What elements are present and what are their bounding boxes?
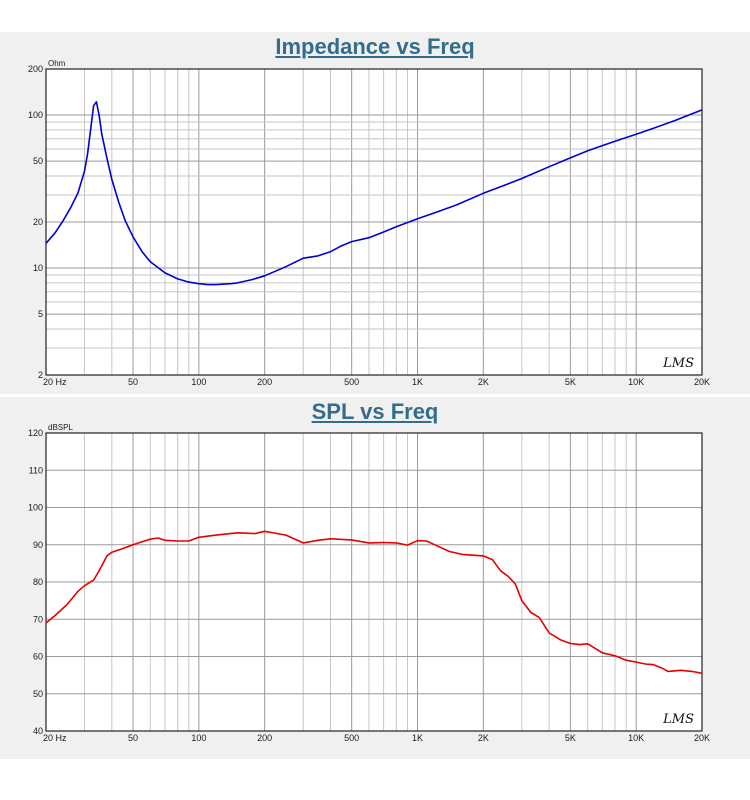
impedance-x-tick-label: 50: [128, 377, 138, 387]
impedance-brand-logo: LMS: [662, 356, 694, 371]
impedance-x-tick-label: 1K: [412, 377, 423, 387]
spl-x-tick-label: 5K: [565, 733, 576, 743]
impedance-x-tick-label: 20K: [694, 377, 710, 387]
impedance-x-tick-label: 2K: [478, 377, 489, 387]
spl-x-tick-label: 200: [257, 733, 272, 743]
spl-y-tick-label: 40: [33, 726, 43, 736]
impedance-y-tick-label: 50: [33, 156, 43, 166]
impedance-y-tick-label: 100: [28, 110, 43, 120]
spl-y-tick-label: 80: [33, 577, 43, 587]
spl-y-tick-label: 100: [28, 503, 43, 513]
spl-y-axis-label: dBSPL: [48, 423, 73, 432]
spl-y-tick-label: 90: [33, 540, 43, 550]
impedance-x-tick-label: 100: [191, 377, 206, 387]
spl-x-tick-label: 500: [344, 733, 359, 743]
spl-x-tick-label: 10K: [628, 733, 644, 743]
spl-y-tick-label: 70: [33, 614, 43, 624]
spl-y-grid: [46, 469, 702, 695]
impedance-y-tick-label: 200: [28, 64, 43, 74]
spl-x-tick-label: 50: [128, 733, 138, 743]
impedance-chart: 20 Hz 50 100 200 500 1K 2K 5K 10K 20K 2 5 10 20 50 100 2…: [28, 59, 710, 387]
spl-brand-logo: LMS: [662, 712, 694, 727]
spl-x-tick-label: 20 Hz: [43, 733, 67, 743]
impedance-y-tick-label: 2: [38, 370, 43, 380]
spl-chart: 20 Hz 50 100 200 500 1K 2K 5K 10K 20K 40 50 60 70 80 90…: [28, 423, 710, 743]
spl-y-tick-label: 60: [33, 652, 43, 662]
spl-x-tick-label: 100: [191, 733, 206, 743]
spl-y-tick-label: 50: [33, 689, 43, 699]
impedance-y-tick-label: 20: [33, 217, 43, 227]
spl-x-tick-label: 20K: [694, 733, 710, 743]
spl-y-tick-label: 110: [29, 465, 43, 475]
impedance-x-tick-label: 20 Hz: [43, 377, 67, 387]
spl-y-tick-label: 120: [28, 428, 43, 438]
spl-plot-frame: [45, 432, 703, 732]
impedance-x-tick-label: 200: [257, 377, 272, 387]
impedance-x-tick-label: 5K: [565, 377, 576, 387]
impedance-x-tick-label: 500: [344, 377, 359, 387]
spl-chart-title: SPL vs Freq: [311, 399, 439, 424]
impedance-plot-frame: [45, 68, 703, 376]
spl-series-line: [45, 530, 703, 675]
impedance-y-axis-label: Ohm: [48, 59, 66, 68]
impedance-y-tick-label: 5: [38, 309, 43, 319]
spl-x-tick-label: 2K: [478, 733, 489, 743]
impedance-y-grid: [46, 114, 702, 349]
spl-x-tick-label: 1K: [412, 733, 423, 743]
impedance-series-line: [45, 101, 703, 286]
impedance-x-tick-label: 10K: [628, 377, 644, 387]
impedance-y-tick-label: 10: [33, 263, 43, 273]
impedance-chart-title: Impedance vs Freq: [275, 34, 475, 59]
